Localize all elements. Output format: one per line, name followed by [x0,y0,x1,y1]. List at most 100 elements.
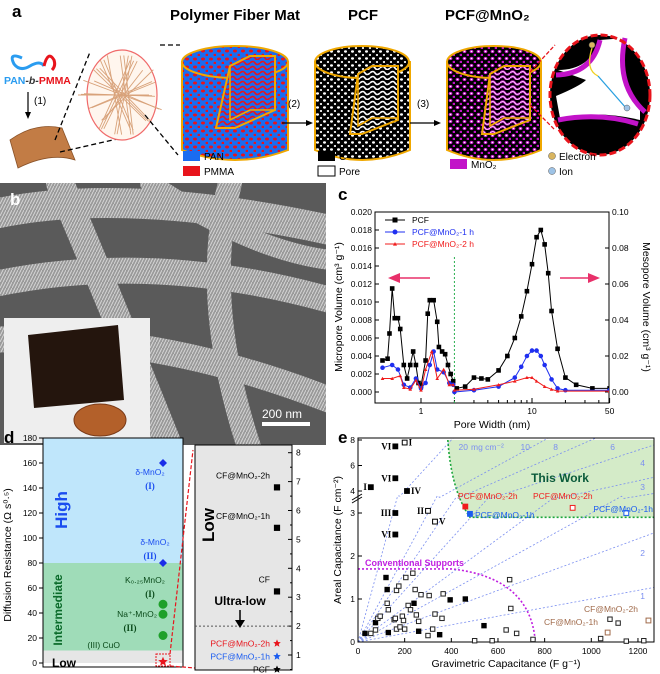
data-point-filled [384,586,390,593]
data-point-filled [372,619,379,626]
data-point [158,609,168,619]
data-point [402,385,406,389]
point-sublabel: (I) [145,589,155,599]
data-point [404,376,410,381]
data-point [436,344,442,350]
data-point-filled [436,631,443,638]
data-point [425,311,431,316]
loading-line-label: 3 [640,482,645,492]
y2-tick-label: 0.08 [612,243,629,253]
data-point [158,631,168,640]
fiber-strand [84,93,155,97]
data-point [423,358,428,363]
conventional-supports-border [358,568,537,643]
data-point-open [384,600,390,606]
panel-d-diffusion-resistance-chart: d 0 20 40 60 80 100 120 140 160 180 Diffusion Resi… [2,428,301,674]
y-tick-label: 0.012 [351,279,373,289]
data-point-open [397,624,403,630]
inset-frame [194,444,293,671]
data-point [524,288,530,294]
ion-icon [623,104,631,112]
data-point-open [530,636,536,643]
legend-label: C [339,152,346,163]
pcf-mno2-cylinder [446,45,542,161]
data-point [448,371,453,377]
y-tick-label: 4 [350,486,355,496]
data-point [573,382,579,388]
loading-line [358,476,654,642]
point-label: PCF@MnO₂-1h [475,510,535,520]
inset-point-label: CF@MnO₂-2h [216,470,270,480]
data-point [518,364,524,370]
data-point [524,353,530,359]
point-label: CF@MnO₂-2h [584,604,638,614]
y-tick-label: 0.008 [351,315,373,325]
point-label: I [409,438,413,448]
y-tick-label: 2 [350,551,355,561]
data-point-open [410,570,416,576]
data-point [479,376,484,381]
data-point [450,378,456,384]
inset-point-label: CF@MnO₂-1h [216,511,270,521]
data-point [534,234,539,240]
data-point [380,365,385,371]
loading-lines [358,438,654,642]
data-point [471,375,477,380]
data-point-filled [462,596,469,602]
loading-line-label: 20 [459,442,469,452]
data-point [452,388,457,392]
zoom-line [54,51,91,141]
inset-point-label: PCF@MnO₂-2h [210,638,270,648]
data-point [380,376,385,380]
data-point-open [641,638,647,644]
inset-region-label-low: Low [199,507,218,542]
data-point [549,377,554,382]
polymer-fiber-cylinder [181,45,289,161]
y-tick-label: 0 [350,637,355,647]
inset-y-tick-label: 1 [296,650,301,660]
data-point-open [471,638,478,644]
data-point-open [513,630,520,637]
x-tick-label: 0 [356,646,361,656]
data-point-open [372,627,379,633]
title-pcf: PCF [348,7,378,24]
axis-break-icon [351,493,363,504]
data-point [427,297,433,303]
data-point-open [489,638,495,644]
x-tick-label: 200 [398,646,412,656]
data-point [385,356,390,361]
step-1-label: (1) [34,96,46,107]
data-point-open [425,632,431,639]
point-label: V [439,517,446,527]
point-label: K₀.₂₅MnO₂ [125,575,165,585]
inset-data-point [273,524,281,531]
y-tick-label: 120 [23,508,37,518]
data-point-open [413,612,420,618]
legend-label: PCF@MnO₂-2 h [412,239,474,249]
y-tick-label: 0.016 [351,243,373,253]
loading-unit-label: mg cm⁻² [471,442,504,452]
data-point-open [412,586,418,593]
y-tick-label: 100 [23,533,37,543]
labeled-data-point [392,475,399,482]
panel-label-c: c [338,185,347,204]
data-point-filled [415,628,422,634]
scale-bar [262,422,310,426]
data-point [407,362,413,368]
point-label: δ-MnO₂ [140,537,169,547]
copolymer-pmma: PMMA [39,75,71,87]
data-point [525,375,529,380]
inset-point-label: CF [259,574,270,584]
labeled-data-point [623,510,630,516]
data-point [414,378,418,382]
point-sublabel: (I) [145,481,155,491]
loading-line [358,587,654,642]
legend-swatch-electron [548,152,556,160]
panel-a: a Polymer Fiber Mat PCF PCF@MnO₂ PAN-b-P… [4,2,652,178]
data-point [395,367,401,372]
labeled-data-point [367,484,374,491]
inset-data-point [273,588,281,595]
data-point [538,227,544,233]
inset-y-tick-label: 8 [296,448,301,458]
data-point [447,383,452,387]
